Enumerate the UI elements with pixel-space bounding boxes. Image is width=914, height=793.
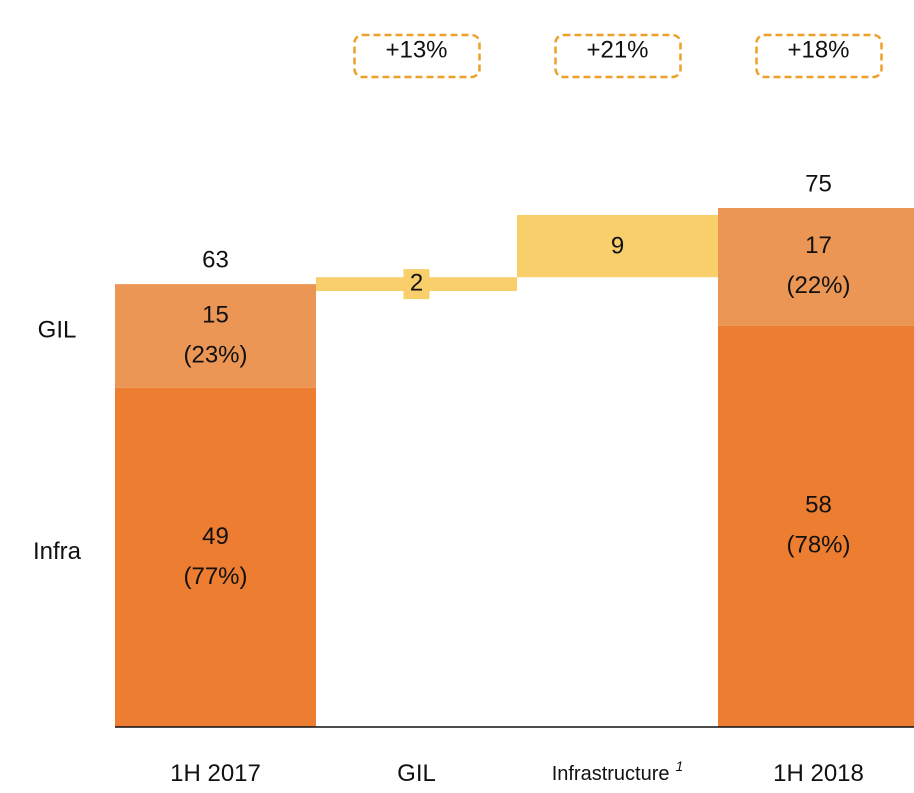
growth-label: +18%	[787, 36, 849, 63]
category-name: 1H 2018	[773, 760, 864, 787]
bar-segment	[718, 208, 914, 326]
footnote-marker: 1	[676, 758, 684, 774]
x-tick-label: 1H 2017	[170, 760, 261, 787]
total-label: 75	[805, 170, 832, 197]
legend-label: Infra	[33, 538, 82, 565]
share-label: (22%)	[786, 272, 850, 299]
delta-bar	[517, 214, 718, 278]
x-tick-label: 1H 2018	[773, 760, 864, 787]
bar-segment	[115, 387, 316, 727]
share-label: (78%)	[786, 532, 850, 559]
value-label: 17	[805, 232, 832, 259]
delta-label-bg	[403, 269, 430, 300]
category-name: GIL	[397, 760, 436, 787]
bar-segment	[115, 284, 316, 388]
delta-label: 2	[410, 269, 423, 296]
value-label: 15	[202, 301, 229, 328]
growth-label: +13%	[385, 36, 447, 63]
growth-box	[755, 33, 883, 79]
growth-label: +21%	[586, 36, 648, 63]
value-label: 49	[202, 523, 229, 550]
legend-label: GIL	[38, 316, 77, 343]
total-label: 63	[202, 246, 229, 273]
value-label: 58	[805, 492, 832, 519]
share-label: (77%)	[183, 563, 247, 590]
bar-segment	[718, 325, 914, 727]
share-label: (23%)	[183, 341, 247, 368]
growth-box	[353, 33, 481, 79]
delta-label: 9	[611, 232, 624, 259]
x-tick-label: Infrastructure 1	[552, 758, 684, 786]
x-tick-label: GIL	[397, 760, 436, 787]
growth-box	[554, 33, 682, 79]
category-name: 1H 2017	[170, 760, 261, 787]
category-name: Infrastructure	[552, 763, 670, 785]
